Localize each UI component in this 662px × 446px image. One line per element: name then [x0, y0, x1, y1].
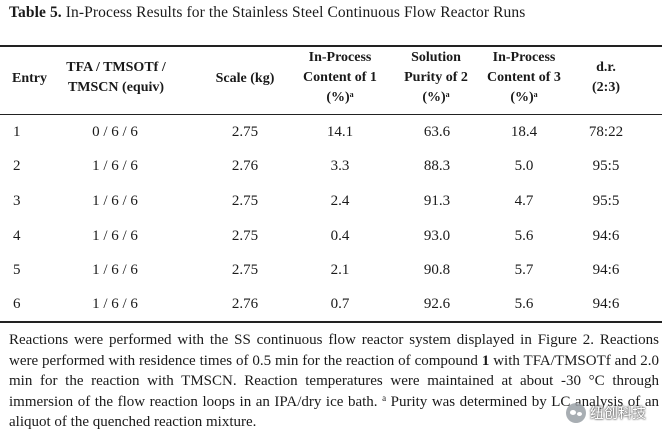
table-row: 4 1 / 6 / 6 2.75 0.4 93.0 5.6 94:6	[0, 226, 662, 246]
cell-entry: 4	[13, 228, 21, 244]
cell-content-1: 0.7	[330, 296, 350, 312]
cell-equiv: 0 / 6 / 6	[92, 124, 138, 140]
cell-dr: 94:6	[592, 262, 620, 278]
compound-number: 1	[481, 352, 490, 369]
watermark-text: 纽创科技	[590, 406, 646, 422]
cell-dr: 78:22	[588, 124, 624, 140]
cell-entry: 5	[13, 262, 21, 278]
cell-content-3: 5.6	[514, 228, 534, 244]
header-dr: d.r. (2:3)	[592, 60, 620, 95]
cell-equiv: 1 / 6 / 6	[92, 262, 138, 278]
cell-purity-2: 63.6	[423, 124, 451, 140]
cell-entry: 2	[13, 158, 21, 174]
cell-content-3: 5.6	[514, 296, 534, 312]
footnote-text-1: Reactions were performed with the SS con…	[9, 332, 659, 369]
cell-entry: 6	[13, 296, 21, 312]
header-inprocess-1: In-Process Content of 1 (%)a	[303, 50, 377, 105]
header-scale: Scale (kg)	[215, 71, 275, 86]
wechat-icon	[566, 403, 586, 423]
cell-dr: 94:6	[592, 228, 620, 244]
table-row: 1 0 / 6 / 6 2.75 14.1 63.6 18.4 78:22	[0, 122, 662, 142]
cell-content-3: 18.4	[510, 124, 538, 140]
table-bottom-rule	[0, 321, 662, 323]
header-inprocess-3: In-Process Content of 3 (%)a	[487, 50, 561, 105]
cell-equiv: 1 / 6 / 6	[92, 158, 138, 174]
table-footnotes: Reactions were performed with the SS con…	[9, 330, 659, 433]
cell-content-1: 2.1	[330, 262, 350, 278]
footnote-text-2: with TFA/TMSOTf and 2.0 min for the reac…	[9, 352, 659, 410]
cell-scale: 2.75	[231, 124, 259, 140]
cell-content-1: 14.1	[326, 124, 354, 140]
cell-dr: 95:5	[592, 193, 620, 209]
header-bottom-rule	[0, 114, 662, 115]
cell-scale: 2.76	[231, 158, 259, 174]
cell-purity-2: 93.0	[423, 228, 451, 244]
cell-equiv: 1 / 6 / 6	[92, 296, 138, 312]
header-solution-purity: Solution Purity of 2 (%)a	[404, 50, 468, 105]
cell-scale: 2.76	[231, 296, 259, 312]
cell-purity-2: 91.3	[423, 193, 451, 209]
table-caption: Table 5. In-Process Results for the Stai…	[9, 4, 525, 22]
table-row: 3 1 / 6 / 6 2.75 2.4 91.3 4.7 95:5	[0, 191, 662, 211]
table-row: 2 1 / 6 / 6 2.76 3.3 88.3 5.0 95:5	[0, 156, 662, 176]
header-entry: Entry	[12, 71, 47, 86]
cell-entry: 3	[13, 193, 21, 209]
watermark: 纽创科技	[566, 403, 646, 423]
caption-label: Table 5.	[9, 4, 62, 21]
cell-purity-2: 88.3	[423, 158, 451, 174]
table-row: 6 1 / 6 / 6 2.76 0.7 92.6 5.6 94:6	[0, 294, 662, 314]
cell-dr: 94:6	[592, 296, 620, 312]
cell-content-1: 0.4	[330, 228, 350, 244]
cell-content-1: 3.3	[330, 158, 350, 174]
cell-content-1: 2.4	[330, 193, 350, 209]
caption-text: In-Process Results for the Stainless Ste…	[61, 4, 526, 21]
cell-scale: 2.75	[231, 193, 259, 209]
cell-content-3: 5.7	[514, 262, 534, 278]
table-top-rule	[0, 45, 662, 47]
cell-content-3: 4.7	[514, 193, 534, 209]
header-tfa: TFA / TMSOTf / TMSCN (equiv)	[66, 60, 166, 95]
cell-content-3: 5.0	[514, 158, 534, 174]
table-row: 5 1 / 6 / 6 2.75 2.1 90.8 5.7 94:6	[0, 260, 662, 280]
cell-purity-2: 90.8	[423, 262, 451, 278]
cell-dr: 95:5	[592, 158, 620, 174]
cell-scale: 2.75	[231, 228, 259, 244]
footnote-mark: a	[382, 392, 387, 403]
cell-scale: 2.75	[231, 262, 259, 278]
cell-entry: 1	[13, 124, 21, 140]
cell-purity-2: 92.6	[423, 296, 451, 312]
cell-equiv: 1 / 6 / 6	[92, 193, 138, 209]
cell-equiv: 1 / 6 / 6	[92, 228, 138, 244]
footnote-text-3: Purity was determined by LC analysis of …	[9, 393, 659, 431]
